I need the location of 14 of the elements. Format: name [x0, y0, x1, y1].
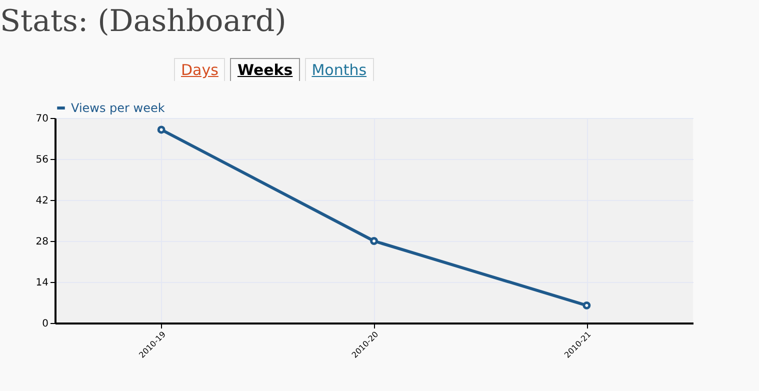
point	[157, 126, 166, 134]
y-tick-label: 14	[36, 278, 48, 288]
y-tick-label: 0	[42, 318, 48, 330]
text: Days	[174, 58, 226, 81]
chart-title: Stats: (Dashboard)	[0, 4, 286, 39]
text: Months	[304, 58, 374, 81]
y-tick-label: 28	[36, 236, 48, 248]
y-tick-label: 70	[36, 114, 48, 124]
y-tick-label: 42	[36, 196, 48, 206]
point	[582, 301, 591, 310]
point	[370, 237, 378, 245]
text: Weeks	[230, 58, 300, 81]
legend-label: Views per week	[71, 101, 165, 115]
y-tick-label: 56	[36, 154, 48, 166]
